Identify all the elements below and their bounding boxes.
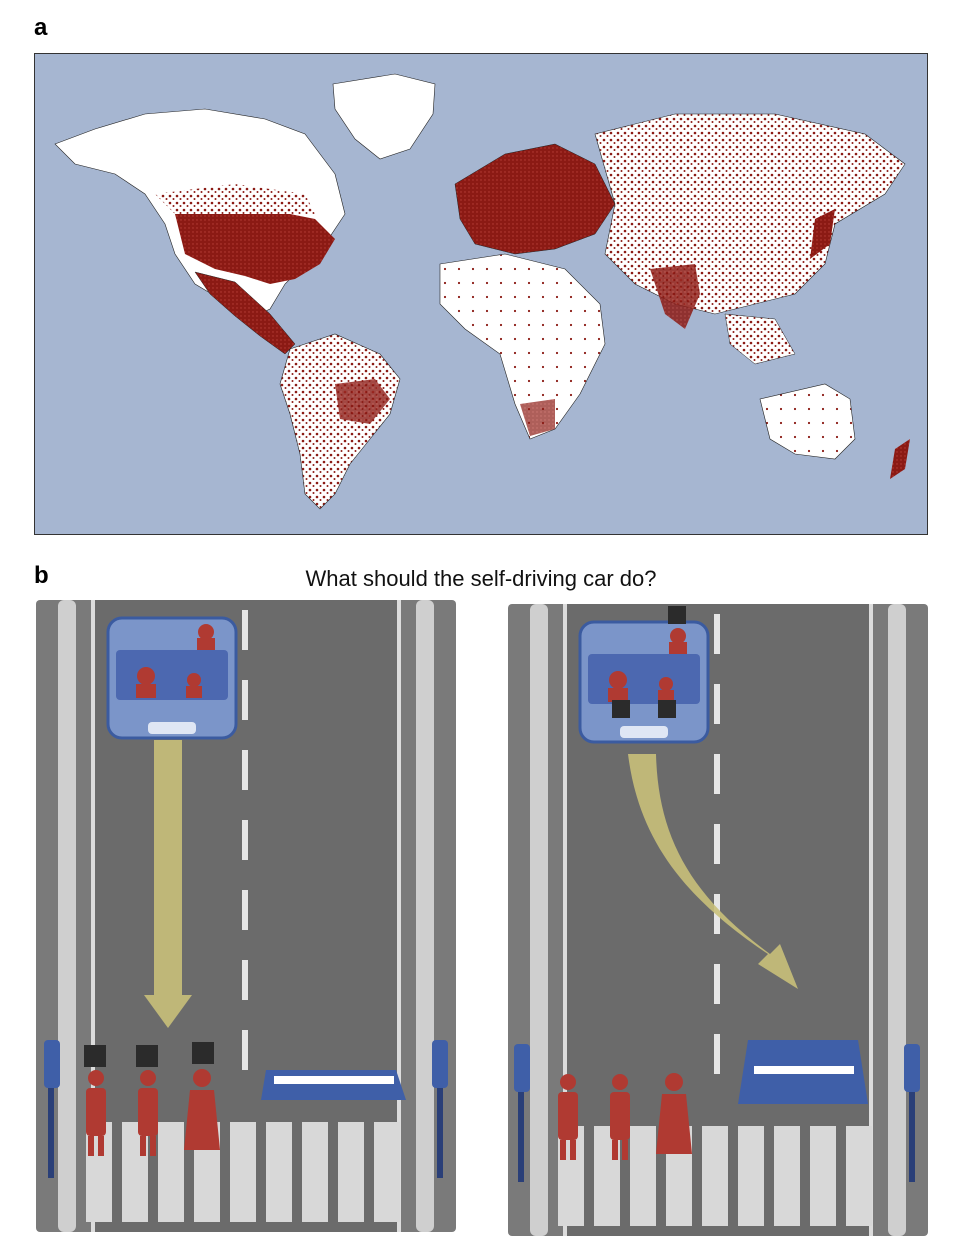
mexico — [194, 271, 296, 355]
world-map — [34, 53, 928, 535]
traffic-light-icon — [44, 1040, 448, 1178]
right-guardrail — [416, 600, 434, 1232]
asia — [594, 113, 906, 315]
scenario-swerve[interactable] — [508, 604, 928, 1236]
skull-icon — [84, 1042, 214, 1067]
pedestrians — [86, 1069, 220, 1156]
arrow-swerve — [628, 754, 798, 989]
panel-label-a: a — [34, 14, 48, 41]
scenario-stay-svg — [36, 600, 456, 1232]
car — [578, 620, 710, 744]
south-america — [279, 333, 401, 510]
traffic-light-icon — [514, 1044, 920, 1182]
australia — [759, 383, 856, 460]
usa-dense — [175, 204, 335, 284]
greenland — [332, 73, 436, 160]
scenario-stay[interactable] — [36, 600, 456, 1232]
world-map-svg — [54, 73, 910, 510]
left-guardrail — [58, 600, 76, 1232]
left-guardrail — [530, 604, 548, 1236]
crosswalk — [558, 1126, 872, 1226]
south-africa-dense — [520, 399, 555, 436]
scenario-swerve-svg — [508, 604, 928, 1236]
crosswalk — [86, 1122, 400, 1222]
barrier — [738, 1040, 868, 1104]
dilemma-question: What should the self-driving car do? — [305, 566, 657, 591]
panel-label-b: b — [34, 562, 49, 589]
barrier — [261, 1070, 406, 1100]
japan — [810, 209, 835, 259]
europe — [454, 143, 616, 255]
canada-dots — [155, 184, 315, 214]
car — [106, 616, 238, 740]
pedestrians — [558, 1073, 692, 1160]
arrow-straight — [144, 740, 192, 1028]
india-dense — [650, 264, 700, 329]
se-asia — [724, 313, 796, 365]
lane-divider — [242, 610, 248, 1070]
skull-icon — [612, 606, 686, 718]
right-guardrail — [888, 604, 906, 1236]
brazil-dense — [335, 379, 390, 424]
new-zealand — [890, 439, 910, 479]
